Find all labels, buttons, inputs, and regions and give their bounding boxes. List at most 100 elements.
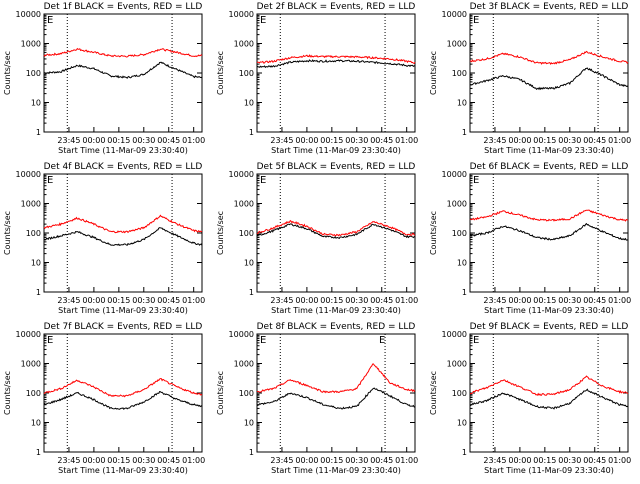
x-tick-label: 01:00 xyxy=(608,296,631,305)
detector-panel: Det 5f BLACK = Events, RED = LLD 1 10 100 10… xyxy=(216,162,418,315)
x-tick-label: 00:15 xyxy=(107,296,130,305)
flag-label: E xyxy=(379,335,385,346)
x-axis-label: Start Time (11-Mar-09 23:30:40) xyxy=(484,306,614,315)
x-tick-label: 23:45 xyxy=(57,136,80,145)
y-tick-label: 1 xyxy=(249,448,254,457)
y-tick-label: 100 xyxy=(239,229,254,238)
x-axis-label: Start Time (11-Mar-09 23:30:40) xyxy=(271,306,401,315)
y-tick-label: 10 xyxy=(31,99,41,108)
lld-series-line xyxy=(43,378,203,398)
y-tick-label: 1 xyxy=(462,288,467,297)
y-tick-label: 10 xyxy=(244,99,254,108)
y-tick-label: 10 xyxy=(457,259,467,268)
plot-frame xyxy=(256,333,416,453)
x-tick-label: 23:45 xyxy=(57,296,80,305)
x-tick-label: 00:30 xyxy=(558,456,581,465)
flag-label: E xyxy=(473,15,479,26)
x-tick-label: 00:00 xyxy=(82,136,105,145)
y-tick-label: 10000 xyxy=(442,330,467,339)
x-tick-label: 00:30 xyxy=(558,296,581,305)
x-tick-label: 00:15 xyxy=(533,136,556,145)
flag-label: E xyxy=(47,175,53,186)
x-tick-label: 23:45 xyxy=(57,456,80,465)
y-tick-label: 100 xyxy=(239,69,254,78)
events-series-line xyxy=(469,388,629,410)
x-axis-label: Start Time (11-Mar-09 23:30:40) xyxy=(484,146,614,155)
y-tick-label: 1 xyxy=(249,288,254,297)
x-tick-label: 00:30 xyxy=(345,136,368,145)
plot-frame xyxy=(469,13,629,133)
lld-series-line xyxy=(257,363,416,394)
y-tick-label: 10 xyxy=(244,259,254,268)
x-tick-label: 01:00 xyxy=(182,296,205,305)
y-tick-label: 10000 xyxy=(16,170,41,179)
panel-title: Det 7f BLACK = Events, RED = LLD xyxy=(44,322,203,332)
y-tick-label: 1000 xyxy=(447,200,467,209)
x-tick-label: 00:00 xyxy=(508,296,531,305)
x-tick-label: 00:30 xyxy=(132,296,155,305)
y-tick-label: 1000 xyxy=(234,40,254,49)
x-tick-label: 00:45 xyxy=(157,456,180,465)
y-tick-label: 100 xyxy=(26,69,41,78)
x-axis-label: Start Time (11-Mar-09 23:30:40) xyxy=(58,306,188,315)
x-tick-label: 00:30 xyxy=(558,136,581,145)
x-tick-label: 00:00 xyxy=(508,456,531,465)
y-tick-label: 1 xyxy=(36,448,41,457)
x-axis-label: Start Time (11-Mar-09 23:30:40) xyxy=(271,146,401,155)
x-tick-label: 00:15 xyxy=(320,136,343,145)
y-axis-label: Counts/sec xyxy=(3,211,12,255)
y-tick-label: 1000 xyxy=(447,360,467,369)
y-axis-label: Counts/sec xyxy=(429,371,438,415)
x-tick-label: 00:00 xyxy=(295,296,318,305)
x-tick-label: 00:15 xyxy=(107,136,130,145)
x-tick-label: 00:45 xyxy=(370,136,393,145)
x-tick-label: 00:45 xyxy=(583,296,606,305)
y-axis-label: Counts/sec xyxy=(3,51,12,95)
x-tick-label: 01:00 xyxy=(608,456,631,465)
plot-frame xyxy=(256,173,416,293)
detector-panel: Det 2f BLACK = Events, RED = LLD 1 10 100 10… xyxy=(216,2,418,155)
panel-title: Det 4f BLACK = Events, RED = LLD xyxy=(44,162,203,172)
y-tick-label: 10 xyxy=(457,99,467,108)
panel-title: Det 3f BLACK = Events, RED = LLD xyxy=(470,2,629,12)
x-tick-label: 23:45 xyxy=(483,456,506,465)
y-tick-label: 1 xyxy=(249,128,254,137)
events-series-line xyxy=(256,223,416,240)
detector-panel: Det 8f BLACK = Events, RED = LLD 1 10 100 10… xyxy=(216,322,418,475)
y-tick-label: 1 xyxy=(462,448,467,457)
x-tick-label: 00:00 xyxy=(295,456,318,465)
y-tick-label: 1000 xyxy=(234,360,254,369)
y-axis-label: Counts/sec xyxy=(216,211,225,255)
flag-label: E xyxy=(47,15,53,26)
y-tick-label: 1 xyxy=(462,128,467,137)
panel-title: Det 6f BLACK = Events, RED = LLD xyxy=(470,162,629,172)
plot-frame xyxy=(43,333,203,453)
plot-frame xyxy=(43,13,203,133)
y-tick-label: 10000 xyxy=(16,10,41,19)
detector-panel: Det 3f BLACK = Events, RED = LLD 1 10 100 10… xyxy=(429,2,631,155)
y-tick-label: 1000 xyxy=(21,200,41,209)
x-tick-label: 00:15 xyxy=(320,296,343,305)
flag-label: E xyxy=(473,335,479,346)
x-tick-label: 00:45 xyxy=(157,296,180,305)
x-tick-label: 23:45 xyxy=(270,456,293,465)
y-tick-label: 10000 xyxy=(229,330,254,339)
y-tick-label: 1000 xyxy=(234,200,254,209)
events-series-line xyxy=(43,61,203,79)
y-axis-label: Counts/sec xyxy=(3,371,12,415)
lld-series-line xyxy=(43,47,203,58)
y-axis-label: Counts/sec xyxy=(429,51,438,95)
x-tick-label: 01:00 xyxy=(395,296,418,305)
plot-frame xyxy=(256,13,416,133)
x-axis-label: Start Time (11-Mar-09 23:30:40) xyxy=(58,146,188,155)
x-tick-label: 00:30 xyxy=(132,456,155,465)
events-series-line xyxy=(43,391,203,410)
x-tick-label: 00:45 xyxy=(370,296,393,305)
y-tick-label: 10000 xyxy=(229,170,254,179)
events-series-line xyxy=(469,222,629,241)
x-tick-label: 00:30 xyxy=(345,296,368,305)
lld-series-line xyxy=(256,54,416,64)
y-tick-label: 100 xyxy=(452,69,467,78)
panel-title: Det 2f BLACK = Events, RED = LLD xyxy=(257,2,416,12)
